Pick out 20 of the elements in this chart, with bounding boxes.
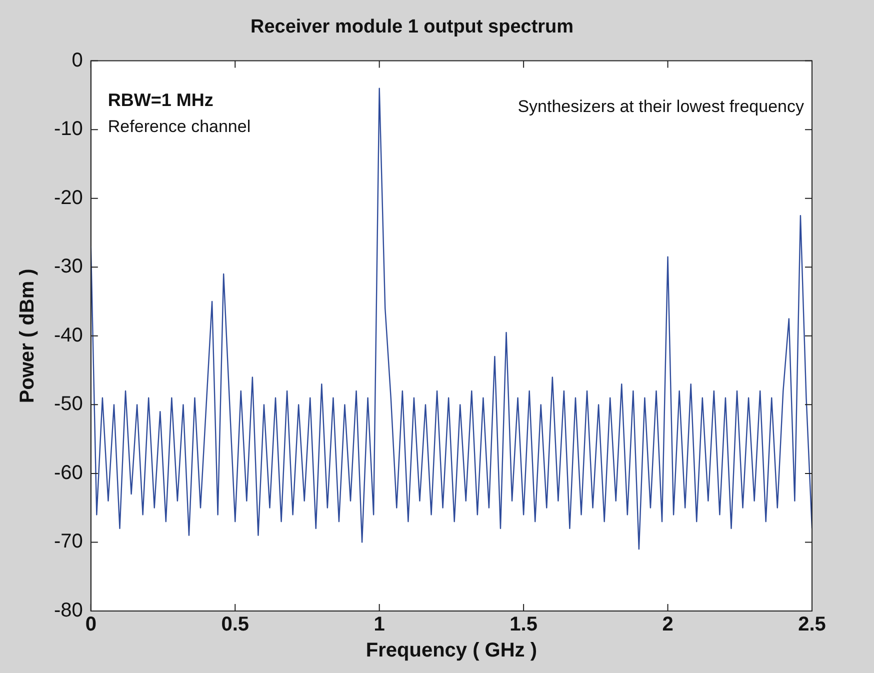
x-axis-title: Frequency ( GHz ): [366, 640, 538, 662]
x-tick-label: 2.5: [798, 614, 826, 636]
y-tick-label: -10: [54, 118, 83, 140]
annotation: Synthesizers at their lowest frequency: [518, 96, 804, 116]
y-tick-label: -30: [54, 256, 83, 278]
y-tick-label: -40: [54, 324, 83, 346]
y-tick-label: -60: [54, 462, 83, 484]
x-tick-label: 1.5: [510, 614, 538, 636]
y-tick-label: -50: [54, 393, 83, 416]
chart-title: Receiver module 1 output spectrum: [250, 16, 574, 38]
y-tick-label: 0: [72, 49, 83, 72]
annotation: RBW=1 MHz: [108, 90, 214, 110]
x-tick-label: 2: [662, 614, 674, 636]
y-tick-label: -20: [54, 186, 83, 209]
y-tick-label: -80: [54, 600, 83, 622]
y-axis-title: Power ( dBm ): [16, 268, 39, 404]
x-tick-label: 1: [374, 614, 385, 636]
x-tick-label: 0.5: [221, 614, 250, 636]
y-tick-label: -70: [54, 530, 83, 553]
annotation: Reference channel: [108, 116, 251, 136]
